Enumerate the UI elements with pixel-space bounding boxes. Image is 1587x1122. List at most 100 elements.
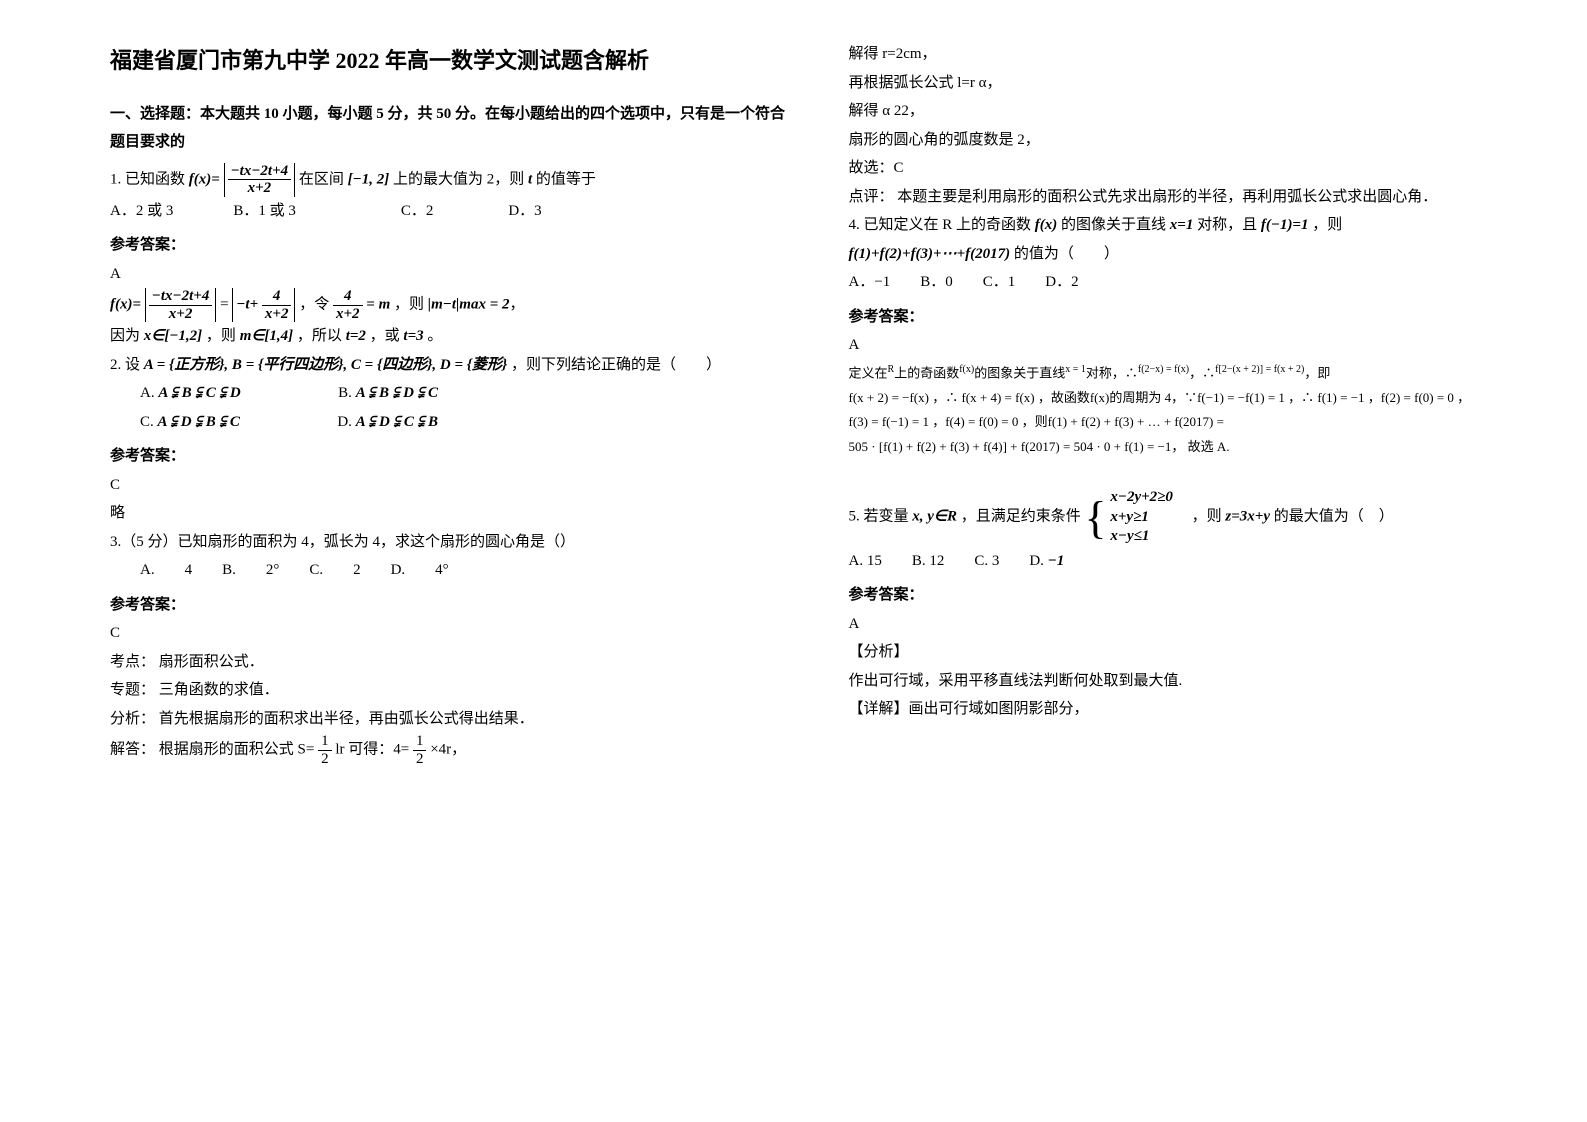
q2-sets: A = {正方形}, B = {平行四边形}, C = {四边形}, D = {… [144, 357, 508, 373]
q2-optD: A ⫋ D ⫋ C ⫋ B [356, 414, 438, 430]
q1-expl-line1: f(x)= −tx−2t+4 x+2 = −t+ 4 x+2 ，令 4 x+2 [110, 288, 789, 322]
q1-num: −tx−2t+4 [228, 163, 292, 181]
q4-l1c: 的图象关于直线 [974, 365, 1065, 380]
q5-c3: x−y≤1 [1110, 527, 1173, 547]
q4-a: 4. 已知定义在 R 上的奇函数 [849, 217, 1032, 233]
q1e-den1: x+2 [149, 306, 213, 323]
q5-optD: −1 [1048, 553, 1065, 569]
q3-fx-label: 分析： [110, 711, 155, 727]
q2-optB: A ⫋ B ⫋ D ⫋ C [356, 385, 438, 401]
q1e-num1: −tx−2t+4 [149, 288, 213, 306]
section-1-head: 一、选择题：本大题共 10 小题，每小题 5 分，共 50 分。在每小题给出的四… [110, 100, 789, 157]
brace-icon: { [1085, 497, 1107, 538]
q4-l1d: 对称，∴ [1086, 365, 1138, 380]
q3-kd-label: 考点： [110, 654, 155, 670]
q4-l1f: ，∴ [1189, 365, 1215, 380]
q2-ans: C [110, 471, 789, 500]
q2-optsAB: A. A ⫋ B ⫋ C ⫋ D B. A ⫋ B ⫋ D ⫋ C [140, 379, 789, 408]
q1e-abs2: −t+ 4 x+2 [232, 288, 295, 322]
r4: 扇形的圆心角的弧度数是 2， [849, 126, 1528, 155]
r5: 故选：C [849, 154, 1528, 183]
q1e-max: |m−t|max = 2 [428, 297, 510, 313]
q1e-neg-t: −t+ [236, 297, 258, 313]
q3-jd-b: lr 可得：4= [335, 742, 409, 758]
q3-fx-text: 首先根据扇形的面积求出半径，再由弧长公式得出结果． [159, 711, 534, 727]
q2-b: ，则下列结论正确的是（ ） [511, 357, 721, 373]
q5-c2: x+y≥1 [1110, 508, 1173, 528]
q1e-num2: 4 [262, 288, 292, 306]
q2-optC: A ⫋ D ⫋ B ⫋ C [158, 414, 240, 430]
q3-kd-text: 扇形面积公式． [159, 654, 264, 670]
q5-fx: 作出可行域，采用平移直线法判断何处取到最大值. [849, 667, 1528, 696]
q1l2a: 因为 [110, 328, 140, 344]
q4-ans-label: 参考答案： [849, 303, 1528, 332]
q3-n2: 1 [413, 733, 427, 751]
q1e-then: ，则 [394, 297, 424, 313]
q1-abs: −tx−2t+4 x+2 [224, 163, 296, 197]
q5-d: 的最大值为（ ） [1274, 509, 1394, 525]
q1-ans-label: 参考答案： [110, 231, 789, 260]
q4-l1fx: f(x) [959, 364, 974, 375]
q3-n1: 1 [318, 733, 332, 751]
q1e-lhs: f(x)= [110, 297, 141, 313]
q1e-abs1: −tx−2t+4 x+2 [145, 288, 217, 322]
q4-fx: f(x) [1035, 217, 1058, 233]
q1-mid: 在区间 [299, 171, 344, 187]
q4-l1g: f[2−(x + 2)] = f(x + 2) [1215, 364, 1304, 375]
q3-jd: 解答： 根据扇形的面积公式 S= 12 lr 可得：4= 12 ×4r， [110, 733, 789, 767]
q1e-den2: x+2 [262, 306, 292, 323]
q3-fx: 分析： 首先根据扇形的面积求出半径，再由弧长公式得出结果． [110, 705, 789, 734]
q3-d2: 2 [413, 751, 427, 768]
q4-l1a: 定义在 [849, 365, 888, 380]
doc-title: 福建省厦门市第九中学 2022 年高一数学文测试题含解析 [110, 40, 789, 82]
q3-kd: 考点： 扇形面积公式． [110, 648, 789, 677]
q4-l4: 505 · [f(1) + f(2) + f(3) + f(4)] + f(20… [849, 435, 1528, 460]
q4-x1: x=1 [1170, 217, 1194, 233]
page-container: 福建省厦门市第九中学 2022 年高一数学文测试题含解析 一、选择题：本大题共 … [0, 0, 1587, 1122]
q5-c: ，则 [1177, 509, 1222, 525]
r-dp-label: 点评： [849, 189, 894, 205]
q1e-frac1: −tx−2t+4 x+2 [149, 288, 213, 322]
q5-xy: x, y∈R [912, 509, 957, 525]
q1-expl-line2: 因为 x∈[−1,2] ，则 m∈[1,4] ，所以 t=2 ，或 t=3 。 [110, 322, 789, 351]
q4-sum: f(1)+f(2)+f(3)+⋯+f(2017) [849, 246, 1011, 262]
q4-sum-row: f(1)+f(2)+f(3)+⋯+f(2017) 的值为（ ） [849, 240, 1528, 269]
q3-d1: 2 [318, 751, 332, 768]
q3-jd-label: 解答： [110, 742, 155, 758]
r2: 再根据弧长公式 l=r α， [849, 69, 1528, 98]
q1-interval: [−1, 2] [348, 171, 390, 187]
q1e-frac2: 4 x+2 [262, 288, 292, 322]
q2-optA: A ⫋ B ⫋ C ⫋ D [158, 385, 240, 401]
q3-zt-label: 专题： [110, 682, 155, 698]
q1e-den3: x+2 [333, 306, 363, 323]
q2-note: 略 [110, 499, 789, 528]
q2-ans-label: 参考答案： [110, 442, 789, 471]
q1-opts: A．2 或 3 B．1 或 3 C．2 D．3 [110, 197, 789, 226]
q5-stem: 5. 若变量 x, y∈R ，且满足约束条件 { x−2y+2≥0 x+y≥1 … [849, 488, 1528, 547]
q3-jd-c: ×4r， [430, 742, 466, 758]
q1-tail2: 的值等于 [536, 171, 596, 187]
q3-zt-text: 三角函数的求值． [159, 682, 279, 698]
q2-stem: 2. 设 A = {正方形}, B = {平行四边形}, C = {四边形}, … [110, 351, 789, 380]
q1-den: x+2 [228, 180, 292, 197]
q5-z: z=3x+y [1225, 509, 1270, 525]
q5-xs: 【详解】画出可行域如图阴影部分， [849, 695, 1528, 724]
r3: 解得 α 22， [849, 97, 1528, 126]
r-dp-text: 本题主要是利用扇形的面积公式先求出扇形的半径，再利用弧长公式求出圆心角． [897, 189, 1437, 205]
q1l2i: 。 [427, 328, 442, 344]
r-dp: 点评： 本题主要是利用扇形的面积公式先求出扇形的半径，再利用弧长公式求出圆心角． [849, 183, 1528, 212]
q3-frac2: 12 [413, 733, 427, 767]
q3-stem: 3.（5 分）已知扇形的面积为 4，弧长为 4，求这个扇形的圆心角是（） [110, 528, 789, 557]
q1l2e: ，所以 [297, 328, 342, 344]
q5-b: ，且满足约束条件 [961, 509, 1081, 525]
q5-fx-label: 【分析】 [849, 638, 1528, 667]
q4-l2: f(x + 2) = −f(x) ，∴ f(x + 4) = f(x) ，故函数… [849, 386, 1528, 411]
q1l2d: m∈[1,4] [240, 328, 293, 344]
q1-fx-lhs: f(x)= [189, 171, 220, 187]
q5-c1: x−2y+2≥0 [1110, 488, 1173, 508]
q4-l1x: x = 1 [1065, 364, 1086, 375]
q4-l1e: f(2−x) = f(x) [1138, 364, 1189, 375]
q3-frac1: 12 [318, 733, 332, 767]
q1-stem: 1. 已知函数 f(x)= −tx−2t+4 x+2 在区间 [−1, 2] 上… [110, 163, 789, 197]
q5-sys: x−2y+2≥0 x+y≥1 x−y≤1 [1110, 488, 1173, 547]
